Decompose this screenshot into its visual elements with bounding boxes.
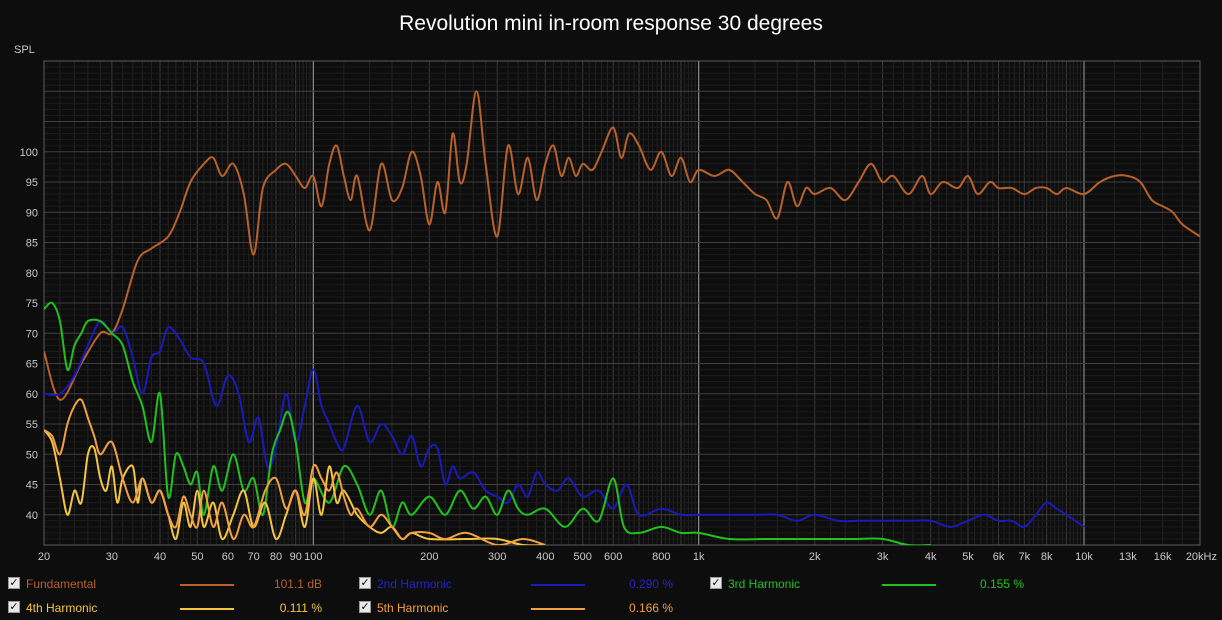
y-axis-label: SPL (14, 44, 35, 56)
checkbox-3rd-harmonic[interactable]: ✓ (710, 576, 722, 589)
legend-value-2nd-harmonic: 0.290 % (628, 577, 673, 591)
y-tick-label: 60 (26, 389, 38, 401)
checkbox-fundamental[interactable]: ✓ (8, 576, 20, 589)
series-group (44, 90, 1200, 545)
series-line-3rd-harmonic (44, 301, 931, 545)
x-tick-label: 90 (290, 551, 302, 563)
x-tick-label: 20 (38, 551, 50, 563)
x-tick-label: 4k (925, 551, 937, 563)
series-line-2nd-harmonic (44, 320, 1085, 528)
x-tick-labels: 20 30 40 50 60 70 80 90 100 200 300 400 500 600 800 1k 2… (38, 551, 1217, 563)
legend: ✓ Fundamental 101.1 dB ✓ 2nd Harmonic 0.… (0, 570, 1222, 620)
legend-swatch-3rd-harmonic (882, 584, 936, 586)
x-tick-label: 50 (191, 551, 203, 563)
x-tick-label: 16k (1154, 551, 1172, 563)
legend-item-fundamental[interactable]: ✓ Fundamental 101.1 dB (8, 574, 338, 594)
legend-item-5th-harmonic[interactable]: ✓ 5th Harmonic 0.166 % (359, 598, 689, 618)
legend-value-5th-harmonic: 0.166 % (628, 601, 673, 615)
series-line-4th-harmonic (44, 429, 546, 545)
y-tick-label: 90 (26, 207, 38, 219)
x-tick-label: 3k (877, 551, 889, 563)
legend-swatch-5th-harmonic (531, 608, 585, 610)
x-tick-label: 10k (1075, 551, 1093, 563)
legend-value-fundamental: 101.1 dB (273, 577, 322, 591)
legend-value-4th-harmonic: 0.111 % (279, 601, 322, 615)
legend-item-2nd-harmonic[interactable]: ✓ 2nd Harmonic 0.290 % (359, 574, 689, 594)
x-tick-label: 1k (693, 551, 705, 563)
x-tick-label: 6k (993, 551, 1005, 563)
plot-area[interactable] (43, 60, 1201, 546)
checkbox-4th-harmonic[interactable]: ✓ (8, 600, 20, 613)
legend-swatch-4th-harmonic (180, 608, 234, 610)
x-tick-label: 13k (1119, 551, 1137, 563)
x-tick-label: 40 (154, 551, 166, 563)
x-tick-label: 5k (962, 551, 974, 563)
y-tick-label: 95 (26, 177, 38, 189)
legend-item-3rd-harmonic[interactable]: ✓ 3rd Harmonic 0.155 % (710, 574, 1040, 594)
y-tick-label: 55 (26, 419, 38, 431)
legend-label-3rd-harmonic: 3rd Harmonic (728, 577, 801, 591)
x-tick-label: 400 (536, 551, 554, 563)
y-tick-label: 50 (26, 449, 38, 461)
x-tick-label: 200 (420, 551, 438, 563)
y-tick-label: 75 (26, 298, 38, 310)
x-tick-label: 8k (1041, 551, 1053, 563)
legend-item-4th-harmonic[interactable]: ✓ 4th Harmonic 0.111 % (8, 598, 338, 618)
chart-title: Revolution mini in-room response 30 degr… (399, 12, 823, 35)
x-tick-label: 300 (488, 551, 506, 563)
legend-swatch-fundamental (180, 584, 234, 586)
x-tick-label: 600 (604, 551, 622, 563)
x-tick-label: 2k (809, 551, 821, 563)
legend-value-3rd-harmonic: 0.155 % (979, 577, 1024, 591)
legend-label-5th-harmonic: 5th Harmonic (377, 601, 449, 615)
series-line-5th-harmonic (44, 398, 546, 545)
legend-label-4th-harmonic: 4th Harmonic (26, 601, 98, 615)
series-line-fundamental (44, 90, 1200, 401)
x-tick-label: 7k (1019, 551, 1031, 563)
y-tick-label: 65 (26, 359, 38, 371)
legend-label-fundamental: Fundamental (26, 577, 97, 591)
legend-label-2nd-harmonic: 2nd Harmonic (377, 577, 452, 591)
y-tick-label: 80 (26, 268, 38, 280)
y-tick-label: 85 (26, 238, 38, 250)
y-tick-label: 40 (26, 510, 38, 522)
x-tick-label: 100 (304, 551, 322, 563)
legend-swatch-2nd-harmonic (531, 584, 585, 586)
y-tick-label: 70 (26, 328, 38, 340)
x-tick-label: 60 (222, 551, 234, 563)
x-tick-label: 80 (270, 551, 282, 563)
checkbox-5th-harmonic[interactable]: ✓ (359, 600, 371, 613)
x-tick-label: 30 (106, 551, 118, 563)
y-tick-labels: 40 45 50 55 60 65 70 75 80 85 90 95 100 (20, 147, 38, 522)
x-tick-label: 500 (573, 551, 591, 563)
y-tick-label: 45 (26, 480, 38, 492)
x-tick-label: 800 (652, 551, 670, 563)
checkbox-2nd-harmonic[interactable]: ✓ (359, 576, 371, 589)
response-chart: Revolution mini in-room response 30 degr… (14, 12, 1217, 563)
y-tick-label: 100 (20, 147, 38, 159)
x-tick-label: 20kHz (1186, 551, 1217, 563)
x-tick-label: 70 (248, 551, 260, 563)
